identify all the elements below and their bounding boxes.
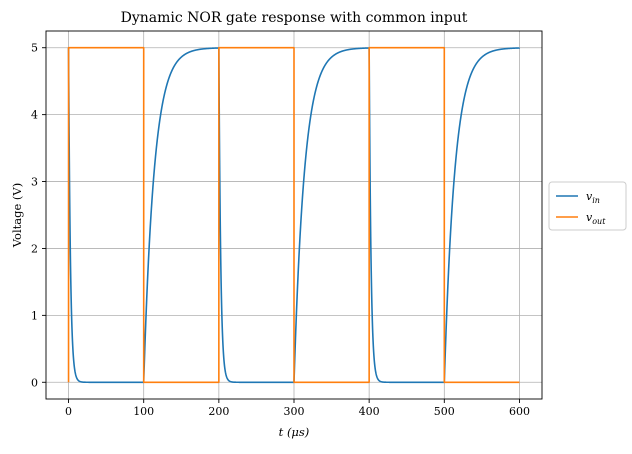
x-axis-label: t (μs)	[279, 425, 310, 439]
chart-title: Dynamic NOR gate response with common in…	[121, 10, 468, 26]
x-tick-label: 400	[359, 405, 380, 418]
y-tick-label: 5	[31, 42, 38, 55]
axes-layer: 0 100 200 300 400 500 600 0 1 2 3 4 5	[31, 30, 543, 418]
series-layer	[67, 46, 521, 384]
y-axis-label: Voltage (V)	[10, 183, 24, 248]
y-tick-label: 1	[31, 309, 38, 322]
legend-box	[548, 181, 627, 231]
series-line-v-out	[67, 46, 520, 384]
x-tick-label: 600	[509, 405, 530, 418]
legend: vin vout	[548, 181, 627, 231]
x-tick-label: 200	[208, 405, 229, 418]
y-tick-label: 4	[31, 109, 38, 122]
y-tick-label: 0	[31, 376, 38, 389]
x-axis-label-text: t (μs)	[279, 425, 310, 439]
x-tick-label: 0	[65, 405, 72, 418]
y-tick-label: 2	[31, 242, 38, 255]
x-tick-label: 300	[284, 405, 305, 418]
legend-entry-v-out: vout	[586, 211, 606, 226]
y-tick-label: 3	[31, 176, 38, 189]
legend-entry-v-in: vin	[586, 190, 600, 205]
x-tick-label: 500	[434, 405, 455, 418]
x-tick-label: 100	[133, 405, 154, 418]
